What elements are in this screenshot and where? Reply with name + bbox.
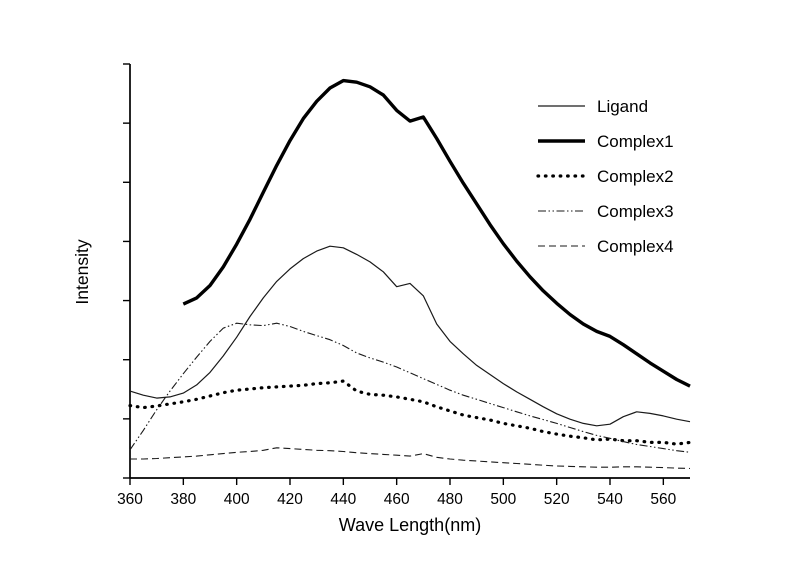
x-tick-label: 420 (277, 491, 303, 508)
legend-label-ligand: Ligand (597, 97, 648, 116)
x-tick-label: 460 (384, 491, 410, 508)
series-line-complex1 (182, 78, 691, 388)
legend-label-complex1: Complex1 (597, 132, 674, 151)
x-tick-label: 520 (544, 491, 570, 508)
series-line-ligand (129, 245, 691, 427)
x-tick-label: 560 (650, 491, 676, 508)
x-axis-title: Wave Length(nm) (339, 515, 481, 535)
y-axis-title: Intensity (72, 239, 92, 304)
series-line-complex4 (130, 447, 691, 470)
legend-label-complex2: Complex2 (597, 167, 674, 186)
x-tick-label: 360 (117, 491, 143, 508)
series-line-complex2 (128, 379, 692, 446)
x-tick-label: 400 (224, 491, 250, 508)
x-tick-label: 480 (437, 491, 463, 508)
legend-label-complex3: Complex3 (597, 202, 674, 221)
series-line-complex3 (129, 322, 691, 453)
x-tick-label: 540 (597, 491, 623, 508)
legend-label-complex4: Complex4 (597, 237, 674, 256)
x-tick-label: 440 (330, 491, 356, 508)
x-tick-label: 500 (490, 491, 516, 508)
x-tick-label: 380 (170, 491, 196, 508)
chart-render-layer: 360 380 400 420 440 460 480 500 520 540 560 Ligand C… (117, 63, 692, 508)
